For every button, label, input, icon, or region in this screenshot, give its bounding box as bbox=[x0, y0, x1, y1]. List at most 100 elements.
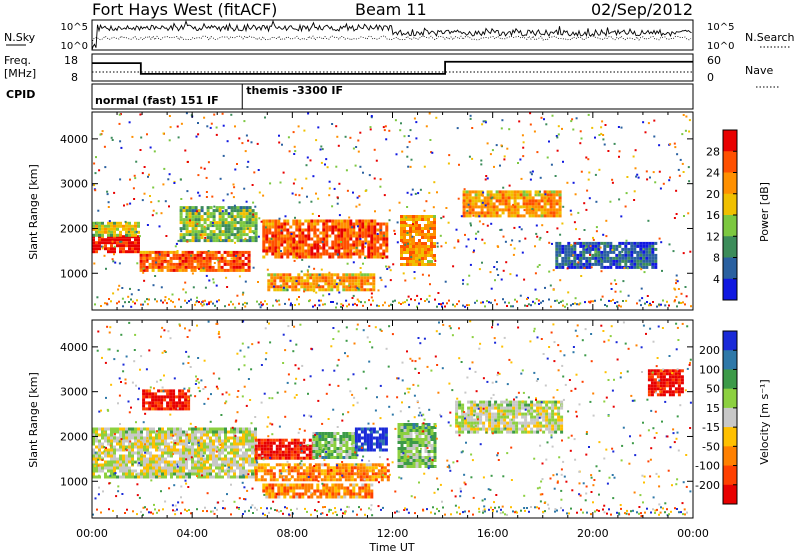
heatmap-cell bbox=[206, 196, 208, 198]
heatmap-cell bbox=[361, 437, 364, 440]
heatmap-cell bbox=[464, 306, 466, 308]
heatmap-cell bbox=[388, 130, 390, 132]
heatmap-cell bbox=[177, 126, 179, 128]
heatmap-cell bbox=[313, 244, 316, 247]
heatmap-cell bbox=[307, 223, 310, 226]
heatmap-cell bbox=[304, 253, 307, 256]
heatmap-cell bbox=[297, 439, 300, 442]
heatmap-cell bbox=[404, 280, 406, 282]
heatmap-cell bbox=[249, 212, 252, 215]
heatmap-cell bbox=[301, 256, 304, 259]
heatmap-cell bbox=[470, 118, 472, 120]
heatmap-cell bbox=[295, 496, 298, 499]
heatmap-cell bbox=[104, 225, 107, 228]
heatmap-cell bbox=[173, 449, 176, 452]
heatmap-cell bbox=[314, 231, 316, 233]
heatmap-cell bbox=[146, 464, 149, 467]
heatmap-cell bbox=[206, 303, 208, 305]
heatmap-cell bbox=[142, 199, 144, 201]
heatmap-cell bbox=[144, 301, 146, 303]
heatmap-cell bbox=[201, 206, 204, 209]
heatmap-cell bbox=[215, 467, 218, 470]
heatmap-cell bbox=[216, 206, 219, 209]
heatmap-cell bbox=[531, 208, 533, 210]
heatmap-cell bbox=[197, 437, 200, 440]
heatmap-cell bbox=[415, 242, 418, 245]
heatmap-cell bbox=[286, 241, 289, 244]
heatmap-cell bbox=[128, 461, 131, 464]
heatmap-cell bbox=[322, 244, 325, 247]
heatmap-cell bbox=[276, 285, 279, 288]
heatmap-cell bbox=[150, 201, 152, 203]
heatmap-cell bbox=[236, 257, 239, 260]
heatmap-cell bbox=[348, 273, 351, 276]
heatmap-cell bbox=[526, 196, 529, 199]
heatmap-cell bbox=[297, 451, 300, 454]
heatmap-cell bbox=[268, 250, 271, 253]
heatmap-cell bbox=[337, 487, 340, 490]
heatmap-cell bbox=[487, 190, 490, 193]
heatmap-cell bbox=[131, 449, 134, 452]
heatmap-cell bbox=[242, 461, 245, 464]
heatmap-cell bbox=[149, 266, 152, 269]
heatmap-cell bbox=[327, 273, 330, 276]
heatmap-cell bbox=[401, 447, 404, 450]
heatmap-cell bbox=[390, 269, 392, 271]
heatmap-cell bbox=[580, 275, 582, 277]
heatmap-cell bbox=[201, 218, 204, 221]
heatmap-cell bbox=[251, 476, 254, 479]
heatmap-cell bbox=[407, 192, 409, 194]
nsearch-trace bbox=[92, 36, 691, 46]
heatmap-cell bbox=[107, 228, 110, 231]
heatmap-cell bbox=[261, 469, 264, 472]
heatmap-cell bbox=[461, 428, 464, 431]
heatmap-cell bbox=[119, 470, 122, 473]
heatmap-cell bbox=[289, 226, 292, 229]
heatmap-cell bbox=[198, 212, 201, 215]
heatmap-cell bbox=[173, 182, 175, 184]
heatmap-cell bbox=[248, 431, 251, 434]
heatmap-cell bbox=[406, 239, 409, 242]
heatmap-cell bbox=[676, 213, 678, 215]
heatmap-cell bbox=[431, 462, 434, 465]
heatmap-cell bbox=[607, 150, 609, 152]
heatmap-cell bbox=[230, 114, 232, 116]
heatmap-cell bbox=[116, 443, 119, 446]
heatmap-cell bbox=[139, 235, 141, 237]
heatmap-cell bbox=[246, 215, 249, 218]
heatmap-cell bbox=[591, 263, 594, 266]
heatmap-cell bbox=[445, 281, 447, 283]
heatmap-cell bbox=[271, 250, 274, 253]
heatmap-cell bbox=[334, 223, 337, 226]
heatmap-cell bbox=[240, 206, 243, 209]
heatmap-cell bbox=[366, 282, 369, 285]
heatmap-cell bbox=[381, 478, 384, 481]
heatmap-cell bbox=[651, 260, 654, 263]
heatmap-cell bbox=[204, 239, 207, 242]
heatmap-cell bbox=[239, 476, 242, 479]
heatmap-cell bbox=[538, 205, 541, 208]
heatmap-cell bbox=[214, 305, 216, 307]
heatmap-cell bbox=[570, 210, 572, 212]
heatmap-cell bbox=[143, 476, 146, 479]
heatmap-cell bbox=[154, 275, 156, 277]
heatmap-cell bbox=[315, 469, 318, 472]
heatmap-cell bbox=[407, 435, 410, 438]
heatmap-cell bbox=[351, 478, 354, 481]
heatmap-cell bbox=[248, 440, 251, 443]
heatmap-cell bbox=[262, 226, 265, 229]
nsky-line bbox=[92, 21, 692, 50]
heatmap-cell bbox=[197, 455, 200, 458]
heatmap-cell bbox=[192, 224, 195, 227]
heatmap-cell bbox=[285, 463, 288, 466]
heatmap-cell bbox=[523, 199, 526, 202]
heatmap-cell bbox=[636, 260, 639, 263]
heatmap-cell bbox=[125, 455, 128, 458]
heatmap-cell bbox=[340, 223, 343, 226]
heatmap-cell bbox=[227, 193, 229, 195]
heatmap-cell bbox=[380, 277, 382, 279]
heatmap-cell bbox=[129, 179, 131, 181]
heatmap-cell bbox=[333, 441, 336, 444]
heatmap-cell bbox=[274, 256, 277, 259]
heatmap-cell bbox=[111, 244, 113, 246]
